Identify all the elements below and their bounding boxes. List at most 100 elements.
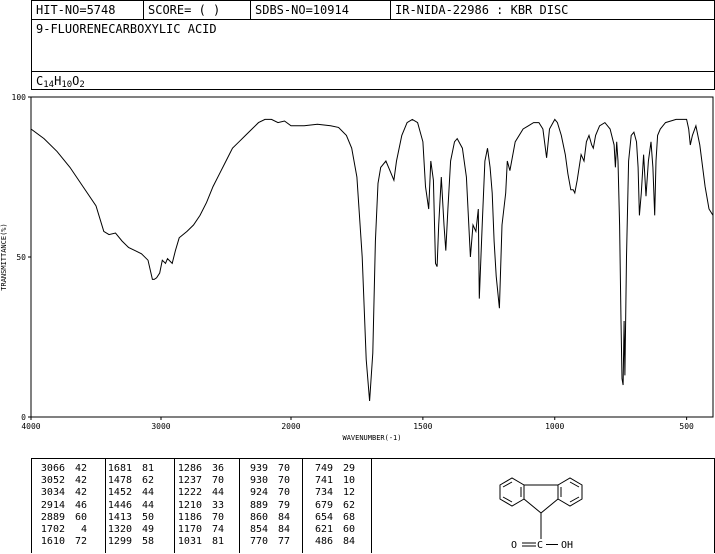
peak-row: 1186 70 — [174, 512, 224, 524]
spectrum-line — [30, 118, 714, 402]
peak-transmittance: 60 — [342, 524, 355, 536]
peak-transmittance: 12 — [342, 487, 355, 499]
peak-row: 1170 74 — [174, 524, 224, 536]
peak-wavenumber: 1610 — [40, 536, 65, 548]
peak-transmittance: 42 — [74, 487, 87, 499]
structure-panel: O C OH — [372, 458, 715, 553]
peak-transmittance: 42 — [74, 463, 87, 474]
peak-wavenumber: 3066 — [40, 463, 65, 474]
peak-column: 939 70 930 70 924 70 889 79 860 84 854 84 770 77 — [240, 463, 290, 548]
peak-wavenumber: 1186 — [177, 511, 202, 523]
peak-transmittance: 4 — [80, 524, 87, 536]
peak-row: 2889 60 — [37, 512, 87, 524]
peak-wavenumber: 1210 — [177, 499, 202, 511]
peak-transmittance: 70 — [277, 475, 290, 487]
peak-wavenumber: 1320 — [107, 524, 132, 536]
peak-row: 860 84 — [240, 512, 290, 524]
hydroxyl-group: OH — [561, 540, 573, 551]
peak-row: 749 29 — [305, 463, 355, 475]
left-double-bond-1 — [502, 481, 513, 488]
peak-column: 749 29 741 10 734 12 679 62 654 68 621 60 486 84 — [305, 463, 355, 548]
peak-transmittance: 58 — [141, 536, 154, 548]
peak-row: 930 70 — [240, 475, 290, 487]
peak-row: 770 77 — [240, 536, 290, 548]
peak-wavenumber: 1702 — [40, 524, 65, 536]
peak-transmittance: 81 — [141, 463, 154, 474]
peak-transmittance: 81 — [211, 536, 224, 548]
peak-row: 2914 46 — [37, 500, 87, 512]
peak-transmittance: 36 — [211, 463, 224, 474]
peak-transmittance: 72 — [74, 536, 87, 548]
peak-transmittance: 70 — [211, 475, 224, 487]
y-axis-label: TRANSMITTANCE(%) — [0, 223, 8, 290]
right-double-bond-2 — [569, 481, 580, 488]
peak-wavenumber: 1237 — [177, 475, 202, 487]
peak-row: 3066 42 — [37, 463, 87, 475]
peak-wavenumber: 3034 — [40, 487, 65, 499]
peak-wavenumber: 749 — [314, 463, 333, 474]
formula-h-count: 10 — [61, 80, 73, 90]
peak-column: 1681 81 1478 62 1452 44 1446 44 1413 50 1320 49 1299… — [104, 463, 154, 548]
x-tick-label: 3000 — [151, 422, 170, 431]
peak-wavenumber: 1031 — [177, 536, 202, 548]
peak-transmittance: 79 — [277, 499, 290, 511]
sdbs-no: SDBS-NO=10914 — [251, 1, 391, 20]
x-axis-label: WAVENUMBER(-1) — [342, 434, 401, 442]
peak-wavenumber: 1681 — [107, 463, 132, 474]
x-tick-label: 1500 — [413, 422, 432, 431]
right-double-bond-3 — [569, 496, 580, 503]
peak-row: 621 60 — [305, 524, 355, 536]
ir-nida: IR-NIDA-22986 : KBR DISC — [395, 3, 569, 17]
peak-row: 3052 42 — [37, 475, 87, 487]
molecular-formula: C14H10O2 — [36, 74, 85, 90]
peak-transmittance: 29 — [342, 463, 355, 474]
peak-wavenumber: 741 — [314, 475, 333, 487]
fluorene-structure: O C OH — [499, 477, 583, 551]
peak-wavenumber: 770 — [249, 536, 268, 548]
peak-wavenumber: 860 — [249, 511, 268, 523]
peak-transmittance: 42 — [74, 475, 87, 487]
carbonyl-oxygen: O — [511, 540, 517, 551]
peak-transmittance: 44 — [141, 487, 154, 499]
carboxyl-carbon: C — [537, 540, 543, 551]
peak-wavenumber: 1478 — [107, 475, 132, 487]
peak-row: 1702 4 — [37, 524, 87, 536]
peak-wavenumber: 924 — [249, 487, 268, 499]
peak-transmittance: 84 — [342, 536, 355, 548]
peak-row: 654 68 — [305, 512, 355, 524]
peak-transmittance: 70 — [277, 463, 290, 474]
peak-row: 1452 44 — [104, 487, 154, 499]
y-tick-label: 0 — [21, 413, 26, 422]
peak-wavenumber: 1452 — [107, 487, 132, 499]
peak-transmittance: 77 — [277, 536, 290, 548]
peak-table — [31, 458, 372, 553]
peak-transmittance: 33 — [211, 499, 224, 511]
peak-row: 1299 58 — [104, 536, 154, 548]
peak-wavenumber: 654 — [314, 511, 333, 523]
peak-transmittance: 70 — [211, 511, 224, 523]
peak-wavenumber: 1222 — [177, 487, 202, 499]
peak-row: 1031 81 — [174, 536, 224, 548]
peak-wavenumber: 1286 — [177, 463, 202, 474]
header-panel: HIT-NO=5748 SCORE= ( ) SDBS-NO=10914 IR-… — [31, 0, 715, 90]
y-tick-label: 100 — [12, 93, 27, 102]
peak-wavenumber: 621 — [314, 524, 333, 536]
peak-row: 924 70 — [240, 487, 290, 499]
peak-transmittance: 50 — [141, 511, 154, 523]
peak-wavenumber: 930 — [249, 475, 268, 487]
compound-name: 9-FLUORENECARBOXYLIC ACID — [36, 22, 217, 36]
peak-transmittance: 70 — [277, 487, 290, 499]
header-divider — [32, 19, 714, 20]
peak-wavenumber: 734 — [314, 487, 333, 499]
peak-wavenumber: 939 — [249, 463, 268, 474]
score: SCORE= ( ) — [144, 1, 251, 20]
peak-wavenumber: 2889 — [40, 511, 65, 523]
peak-transmittance: 60 — [74, 511, 87, 523]
formula-divider — [32, 71, 714, 72]
peak-row: 1237 70 — [174, 475, 224, 487]
peak-row: 854 84 — [240, 524, 290, 536]
peak-transmittance: 46 — [74, 499, 87, 511]
peak-transmittance: 84 — [277, 524, 290, 536]
peak-row: 1446 44 — [104, 500, 154, 512]
